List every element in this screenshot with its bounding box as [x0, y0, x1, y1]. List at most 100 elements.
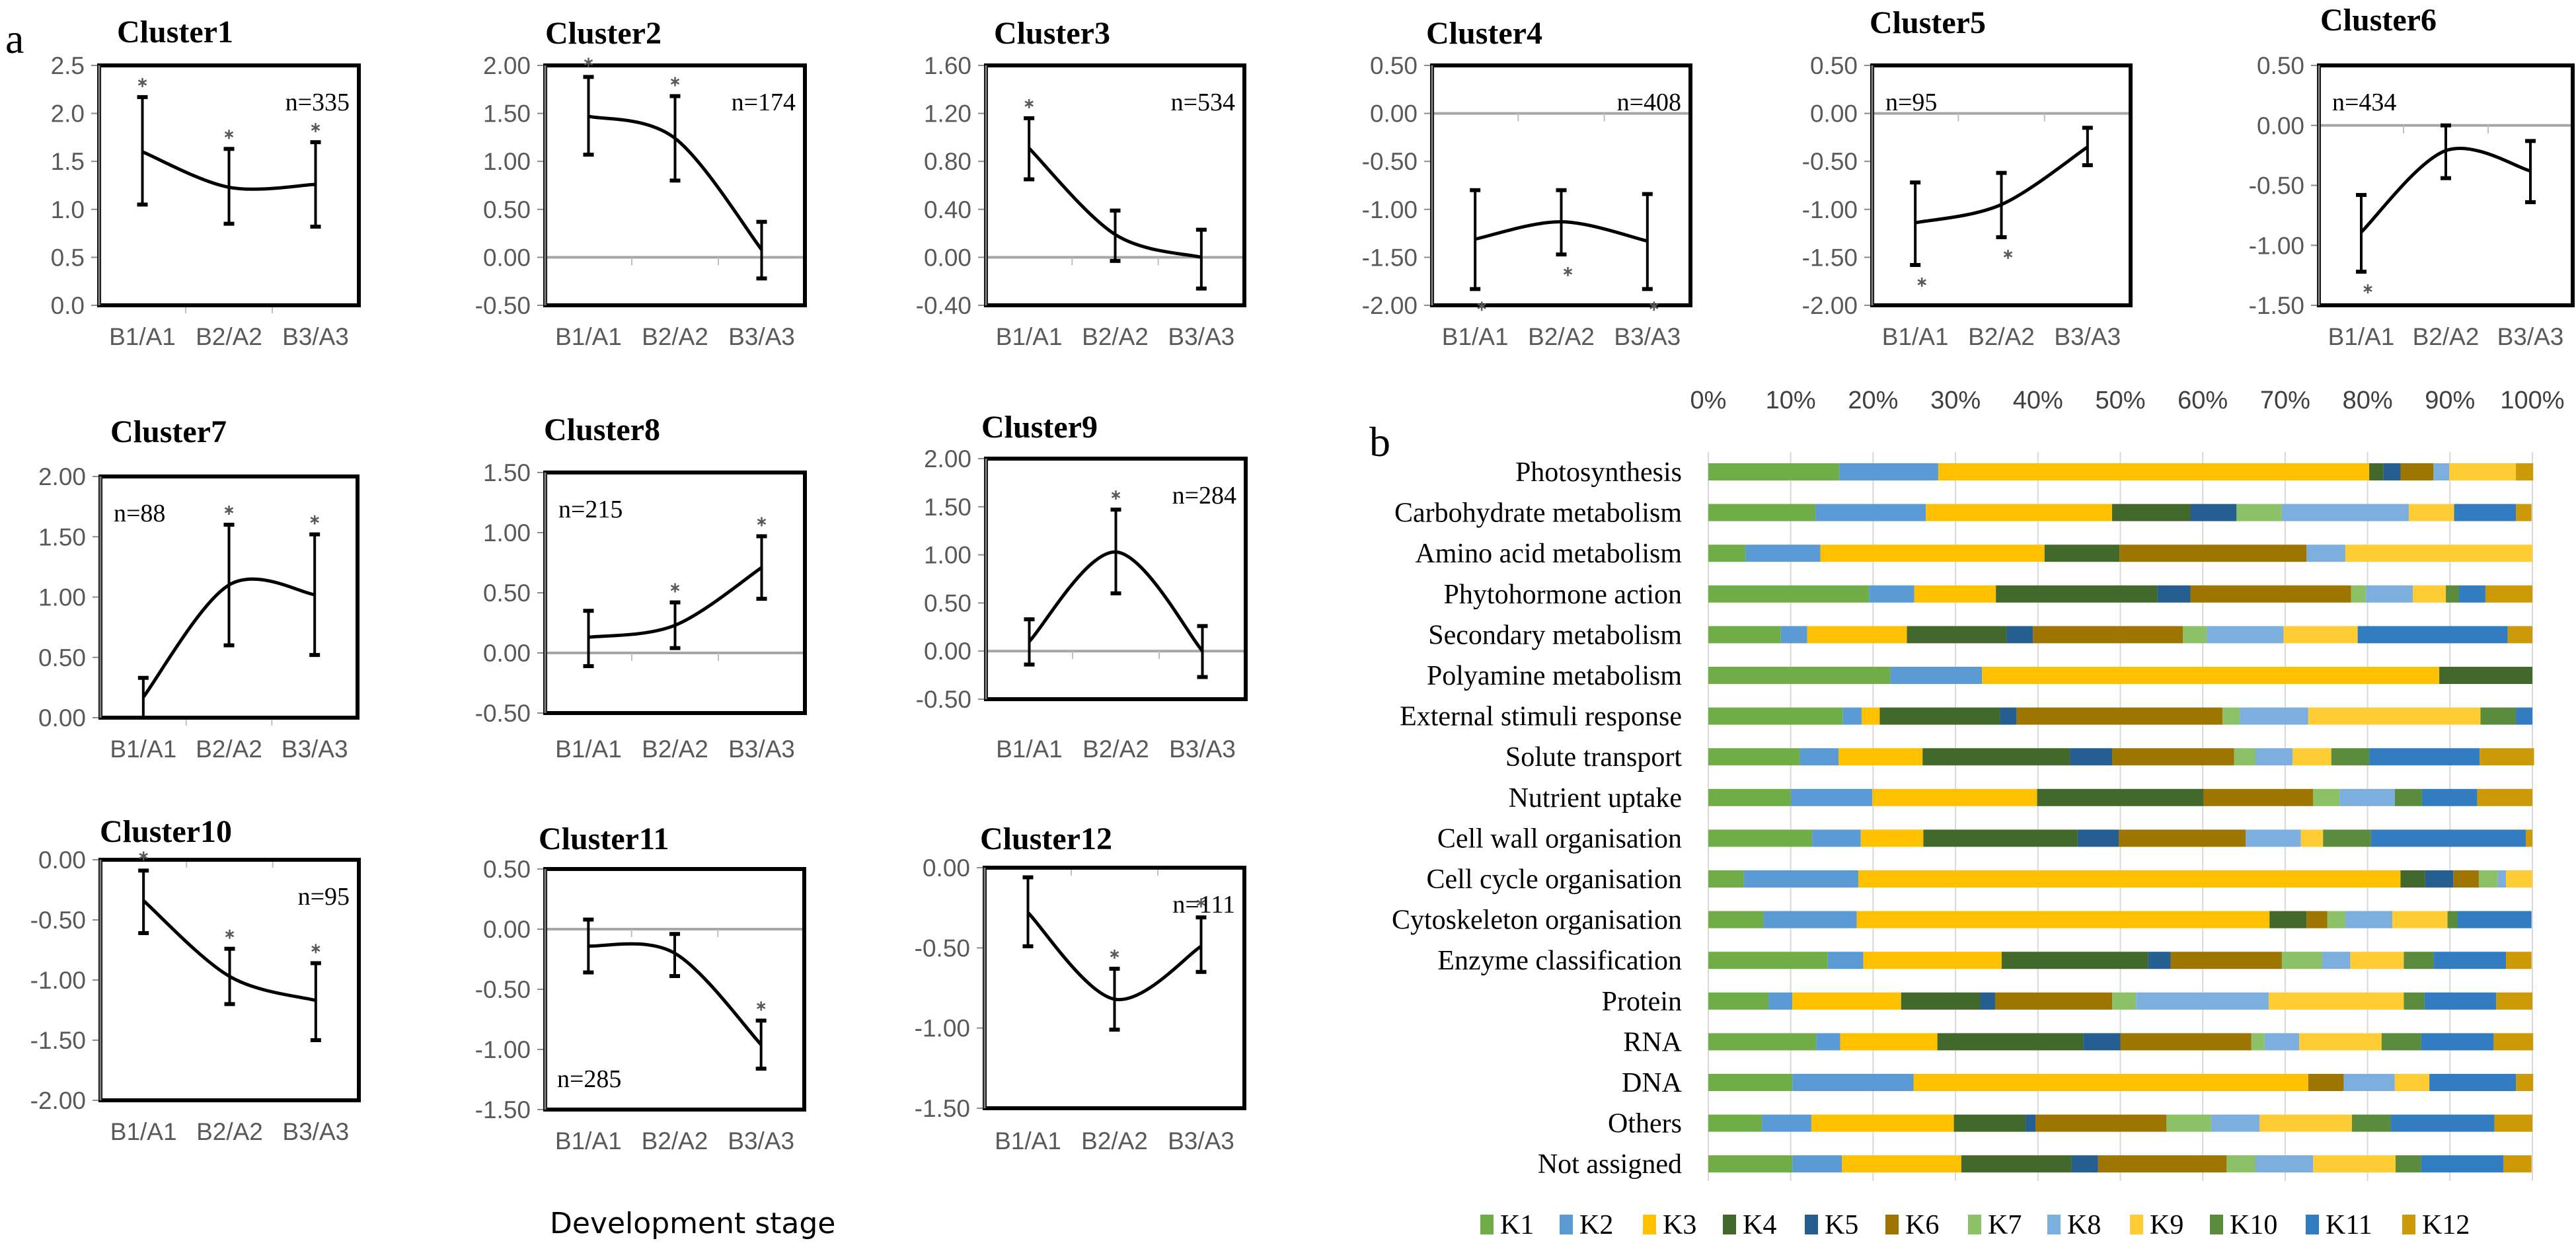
- significance-star-icon: [224, 506, 234, 515]
- bar-segment-k9: [2449, 463, 2517, 480]
- bar-segment-k7: [2226, 1155, 2256, 1173]
- bar-segment-k7: [2327, 911, 2345, 928]
- x-tick-label: B2/A2: [642, 736, 708, 763]
- bar-segment-k12: [2516, 1074, 2534, 1091]
- bar-segment-k11: [2369, 748, 2480, 766]
- significance-star-icon: [1477, 301, 1486, 311]
- legend-swatch: [1643, 1215, 1656, 1234]
- y-tick-label: -1.00: [1802, 196, 1858, 223]
- y-tick-label: 0.50: [483, 580, 531, 607]
- x-tick-label: B1/A1: [1442, 323, 1509, 350]
- legend-label: K9: [2150, 1210, 2183, 1240]
- category-label: Secondary metabolism: [1428, 620, 1682, 650]
- y-tick-label: -1.50: [30, 1027, 86, 1054]
- bar-segment-k9: [2283, 626, 2358, 644]
- x-tick-label: B3/A3: [1168, 323, 1234, 350]
- x-tick-label: B1/A1: [2328, 323, 2395, 350]
- significance-star-icon: [1563, 267, 1573, 277]
- bar-segment-k3: [1863, 952, 2002, 969]
- bar-segment-k2: [1869, 585, 1914, 603]
- y-tick-label: 1.50: [483, 100, 531, 128]
- legend-swatch: [2210, 1215, 2223, 1234]
- data-line: [141, 577, 315, 699]
- bar-segment-k7: [2251, 1033, 2265, 1051]
- bar-segment-k4: [2001, 952, 2148, 969]
- bar-segment-k6: [2035, 1114, 2167, 1132]
- bar-segment-k4: [2044, 545, 2120, 562]
- bar-segment-k8: [2255, 1155, 2314, 1173]
- bar-segment-k11: [2454, 504, 2517, 521]
- legend-swatch: [1968, 1215, 1981, 1234]
- bar-segment-k6: [2453, 870, 2479, 888]
- significance-star-icon: [1111, 490, 1121, 500]
- significance-star-icon: [757, 517, 767, 527]
- significance-star-icon: [310, 515, 319, 525]
- bar-segment-k4: [1907, 626, 2007, 644]
- y-tick-label: -0.50: [30, 907, 86, 934]
- bar-segment-k9: [2308, 707, 2481, 725]
- y-tick-label: -0.50: [915, 934, 970, 962]
- y-tick-label: 0.50: [2257, 52, 2304, 79]
- bar-segment-k12: [2477, 788, 2532, 806]
- bar-segment-k11: [2516, 707, 2532, 725]
- x-tick-label: 70%: [2260, 387, 2310, 414]
- chart-title: Cluster3: [994, 16, 1110, 51]
- bar-segment-k3: [1856, 911, 2270, 928]
- y-tick-label: 1.60: [924, 52, 971, 79]
- x-tick-label: 50%: [2095, 387, 2145, 414]
- chart-title: Cluster2: [545, 16, 662, 51]
- legend-label: K1: [1500, 1210, 1534, 1240]
- legend-label: K11: [2326, 1210, 2372, 1240]
- legend-label: K12: [2422, 1210, 2470, 1240]
- bar-segment-k1: [1708, 585, 1870, 603]
- bar-segment-k8: [2497, 870, 2507, 888]
- x-tick-label: B1/A1: [555, 736, 622, 763]
- x-tick-label: B3/A3: [1169, 736, 1236, 763]
- y-tick-label: 0.50: [1370, 52, 1418, 79]
- x-tick-label: B2/A2: [196, 736, 262, 763]
- x-tick-label: B2/A2: [1528, 323, 1595, 350]
- bar-segment-k5: [1980, 992, 1995, 1010]
- bar-segment-k11: [2390, 1114, 2495, 1132]
- category-label: Amino acid metabolism: [1415, 539, 1682, 569]
- bar-segment-k8: [2136, 992, 2269, 1010]
- bar-segment-k4: [1901, 992, 1981, 1010]
- bar-segment-k6: [2190, 585, 2351, 603]
- panel-a-x-axis-label: Development stage: [550, 1207, 836, 1240]
- bar-segment-k12: [2494, 1114, 2532, 1132]
- data-line: [2360, 146, 2531, 234]
- bar-segment-k10: [2404, 952, 2434, 969]
- chart-title: Cluster10: [100, 814, 232, 849]
- x-tick-label: B3/A3: [282, 323, 349, 350]
- y-tick-label: 2.5: [51, 52, 85, 79]
- legend-label: K8: [2067, 1210, 2101, 1240]
- bar-segment-k7: [2222, 707, 2240, 725]
- x-tick-label: B2/A2: [196, 323, 262, 350]
- bar-segment-k10: [2446, 585, 2460, 603]
- y-tick-label: -0.50: [2249, 172, 2304, 200]
- bar-segment-k6: [2120, 1033, 2252, 1051]
- bar-segment-k9: [2292, 748, 2331, 766]
- category-label: Others: [1608, 1109, 1682, 1139]
- bar-segment-k5: [2083, 1033, 2121, 1051]
- bar-segment-k3: [1858, 870, 2401, 888]
- x-tick-label: B1/A1: [110, 736, 176, 763]
- bar-segment-k2: [1812, 829, 1861, 847]
- category-label: Polyamine metabolism: [1427, 661, 1682, 691]
- bar-segment-k5: [2425, 870, 2454, 888]
- bar-segment-k4: [2400, 870, 2425, 888]
- bar-segment-k9: [2392, 911, 2448, 928]
- cluster-chart-3: Cluster3 -0.40 0.00 0.40 0.80 1.20 1.60 B1/A1 B2…: [916, 16, 1246, 350]
- significance-star-icon: [224, 130, 234, 139]
- bar-segment-k10: [2480, 707, 2517, 725]
- bar-segment-k3: [1861, 707, 1880, 725]
- bar-segment-k6: [2016, 707, 2223, 725]
- bar-segment-k11: [2421, 788, 2478, 806]
- bar-segment-k2: [1745, 545, 1821, 562]
- category-label: Cell cycle organisation: [1427, 864, 1682, 895]
- bar-segment-k7: [2234, 748, 2256, 766]
- bar-segment-k9: [2299, 1033, 2382, 1051]
- x-tick-label: B2/A2: [1082, 323, 1149, 350]
- significance-star-icon: [1196, 898, 1206, 908]
